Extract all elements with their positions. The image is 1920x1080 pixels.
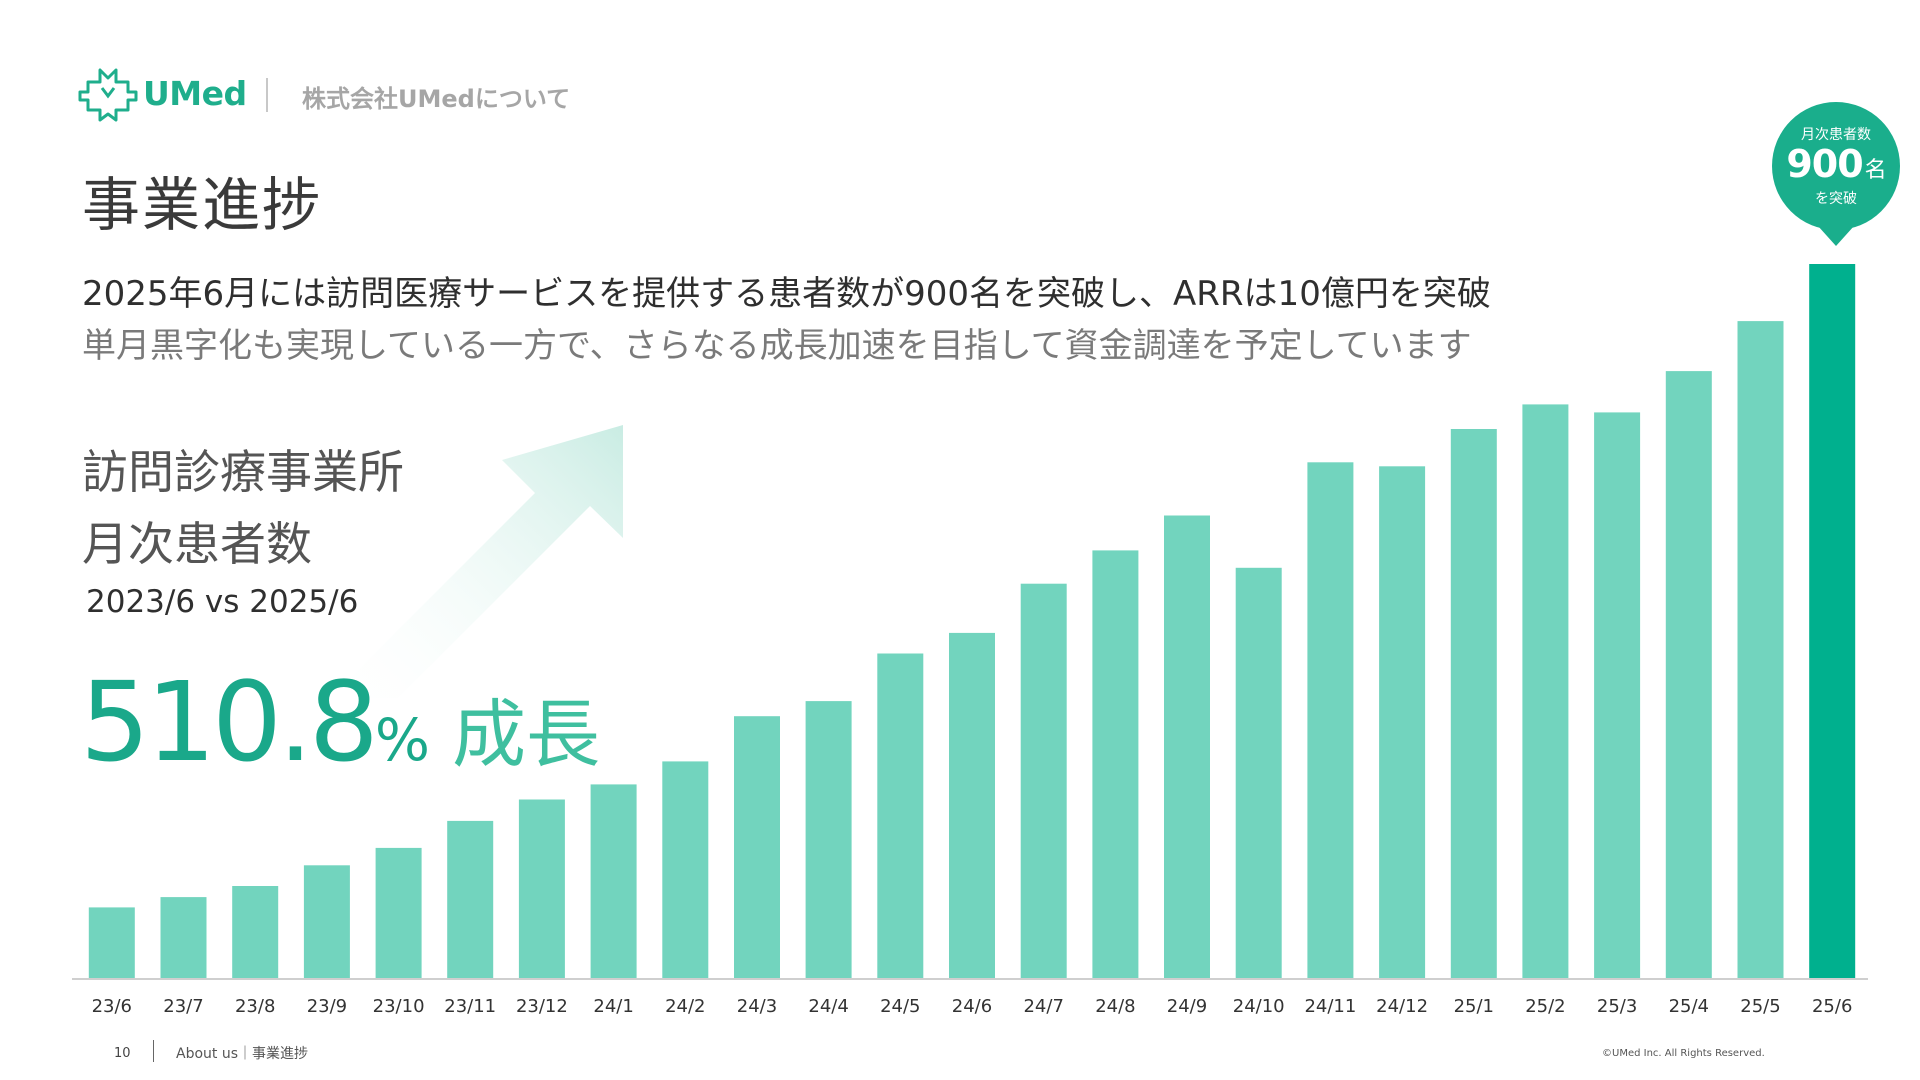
x-tick-label: 23/6 — [92, 996, 132, 1017]
bar-23/11 — [447, 820, 494, 978]
callout-pointer — [1818, 226, 1854, 246]
metric-word: 成長 — [452, 692, 601, 778]
bar-25/6 — [1809, 264, 1856, 978]
bar-24/4 — [805, 701, 852, 978]
bar-24/12 — [1379, 466, 1426, 978]
bar-23/6 — [88, 907, 135, 978]
copyright: ©UMed Inc. All Rights Reserved. — [1602, 1048, 1765, 1059]
x-tick-label: 24/7 — [1023, 996, 1063, 1017]
bar-24/11 — [1307, 462, 1354, 978]
bar-23/10 — [375, 847, 422, 978]
metric-label-line1: 訪問診療事業所 — [82, 445, 404, 499]
metric-number: 510.8 — [80, 658, 379, 786]
bar-23/8 — [232, 886, 279, 978]
x-tick-label: 23/11 — [444, 996, 496, 1017]
x-tick-label: 23/12 — [516, 996, 568, 1017]
callout-sublabel: を突破 — [1815, 191, 1857, 207]
x-tick-label: 23/9 — [307, 996, 347, 1017]
x-tick-label: 24/4 — [808, 996, 848, 1017]
bar-24/1 — [590, 784, 637, 978]
bar-24/8 — [1092, 550, 1139, 978]
x-tick-label: 25/5 — [1740, 996, 1780, 1017]
callout-number-suffix: 名 — [1864, 158, 1887, 183]
growth-arrow-icon — [330, 425, 623, 698]
x-tick-label: 23/8 — [235, 996, 275, 1017]
x-tick-label: 25/6 — [1812, 996, 1852, 1017]
x-tick-label: 24/6 — [952, 996, 992, 1017]
x-tick-label: 24/5 — [880, 996, 920, 1017]
bar-24/9 — [1164, 515, 1210, 978]
footer-divider — [153, 1040, 154, 1062]
bar-25/2 — [1522, 404, 1569, 978]
callout-number: 900名 — [1772, 142, 1900, 186]
bar-24/5 — [877, 653, 924, 978]
bar-23/12 — [518, 799, 565, 978]
x-tick-label: 24/11 — [1304, 996, 1356, 1017]
x-tick-label: 23/7 — [163, 996, 203, 1017]
bar-25/3 — [1594, 412, 1641, 978]
metric-label-line2: 月次患者数 — [82, 517, 312, 571]
bar-24/3 — [734, 716, 780, 978]
x-tick-label: 25/1 — [1454, 996, 1494, 1017]
metric-unit: % — [374, 706, 431, 774]
x-tick-label: 24/9 — [1167, 996, 1207, 1017]
lead-line-1: 2025年6月には訪問医療サービスを提供する患者数が900名を突破し、ARRは1… — [82, 274, 1491, 314]
callout-label: 月次患者数 — [1801, 127, 1871, 143]
footer-breadcrumb: About us｜事業進捗 — [176, 1046, 309, 1062]
bar-24/10 — [1235, 567, 1282, 978]
page-number: 10 — [114, 1046, 131, 1061]
brand-name: UMed — [143, 74, 247, 113]
umed-logo-icon — [78, 68, 138, 122]
bar-23/9 — [303, 865, 350, 978]
callout-badge: 月次患者数 900名 を突破 — [1772, 102, 1900, 254]
x-tick-label: 24/10 — [1233, 996, 1285, 1017]
x-tick-label: 24/12 — [1376, 996, 1428, 1017]
bar-24/6 — [949, 632, 995, 978]
x-tick-label: 23/10 — [373, 996, 425, 1017]
metric-value: 510.8% 成長 — [80, 658, 600, 786]
page-title: 事業進捗 — [82, 171, 323, 239]
bar-25/1 — [1450, 429, 1497, 978]
callout-circle: 月次患者数 900名 を突破 — [1772, 102, 1900, 230]
lead-line-2: 単月黒字化も実現している一方で、さらなる成長加速を目指して資金調達を予定していま… — [82, 326, 1472, 366]
metric-period: 2023/6 vs 2025/6 — [86, 584, 359, 620]
x-tick-label: 25/3 — [1597, 996, 1637, 1017]
header-subtitle: 株式会社UMedについて — [302, 85, 571, 113]
bar-24/7 — [1020, 583, 1067, 978]
callout-number-value: 900 — [1786, 142, 1863, 186]
x-tick-label: 24/3 — [737, 996, 777, 1017]
x-tick-label: 25/2 — [1525, 996, 1565, 1017]
x-tick-label: 24/8 — [1095, 996, 1135, 1017]
x-tick-label: 24/2 — [665, 996, 705, 1017]
bar-25/4 — [1665, 371, 1712, 979]
x-tick-label: 24/1 — [593, 996, 633, 1017]
header-divider — [266, 78, 268, 112]
x-tick-label: 25/4 — [1669, 996, 1709, 1017]
bar-23/7 — [160, 897, 207, 978]
bar-24/2 — [662, 761, 709, 978]
bar-25/5 — [1737, 321, 1784, 979]
